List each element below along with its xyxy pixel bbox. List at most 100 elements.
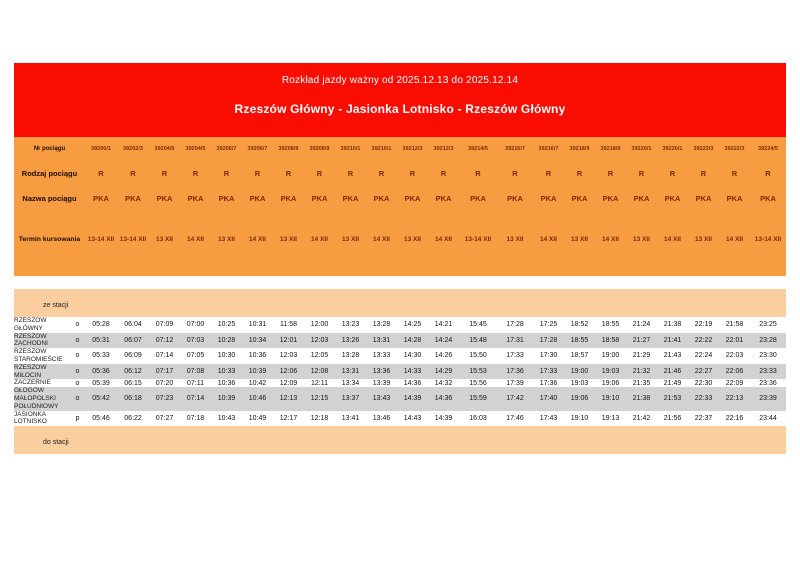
train-name-cell: PKA [564, 186, 595, 210]
time-cell: 17:42 [497, 387, 533, 411]
time-cell: 13:31 [366, 332, 397, 349]
train-type-cell: R [211, 161, 242, 186]
time-cell: 17:28 [533, 332, 564, 349]
train-number-label: Nr pociągu [14, 137, 85, 161]
run-dates-cell: 13-14 XII [459, 228, 497, 251]
train-name-cell: PKA [750, 186, 786, 210]
time-cell: 12:08 [304, 363, 335, 380]
train-number-cell: 39204/5 [180, 137, 211, 161]
time-cell: 19:10 [564, 410, 595, 427]
time-cell: 18:55 [595, 317, 626, 333]
time-cell: 10:28 [211, 332, 242, 349]
time-cell: 14:30 [397, 348, 428, 364]
spacer-cell [14, 251, 786, 276]
time-cell: 07:03 [180, 332, 211, 349]
time-cell: 12:18 [304, 410, 335, 427]
train-name-cell: PKA [149, 186, 180, 210]
train-name-cell: PKA [459, 186, 497, 210]
time-cell: 07:11 [180, 379, 211, 388]
run-dates-cell: 14 XII [657, 228, 688, 251]
time-cell: 22:19 [688, 317, 719, 333]
time-cell: 23:39 [750, 387, 786, 411]
stop-type-cell: o [70, 348, 85, 364]
time-cell: 06:04 [117, 317, 149, 333]
train-type-cell: R [397, 161, 428, 186]
run-dates-cell: 14 XII [719, 228, 750, 251]
time-cell: 22:16 [719, 410, 750, 427]
time-cell: 14:24 [428, 332, 459, 349]
time-cell: 14:21 [428, 317, 459, 333]
time-cell: 17:30 [533, 348, 564, 364]
train-name-cell: PKA [626, 186, 657, 210]
time-cell: 23:28 [750, 332, 786, 349]
time-cell: 12:03 [273, 348, 304, 364]
to-station-label: do stacji [43, 439, 69, 447]
time-cell: 23:33 [750, 363, 786, 380]
train-name-cell: PKA [428, 186, 459, 210]
to-station-band: do stacji [14, 426, 786, 455]
train-type-cell: R [564, 161, 595, 186]
time-cell: 07:00 [180, 317, 211, 333]
station-name: RZESZÓW ZACHODNI [14, 332, 70, 349]
time-cell: 13:34 [335, 379, 366, 388]
train-name-cell: PKA [397, 186, 428, 210]
time-cell: 10:46 [242, 387, 273, 411]
time-cell: 13:41 [335, 410, 366, 427]
time-cell: 14:29 [428, 363, 459, 380]
time-cell: 14:39 [428, 410, 459, 427]
time-cell: 14:43 [397, 410, 428, 427]
time-cell: 13:39 [366, 379, 397, 388]
train-type-cell: R [117, 161, 149, 186]
train-name-cell: PKA [533, 186, 564, 210]
time-cell: 14:28 [397, 332, 428, 349]
time-cell: 21:58 [719, 317, 750, 333]
time-cell: 15:56 [459, 379, 497, 388]
time-cell: 18:52 [564, 317, 595, 333]
time-cell: 23:25 [750, 317, 786, 333]
time-cell: 19:00 [595, 348, 626, 364]
time-cell: 17:39 [497, 379, 533, 388]
time-cell: 21:49 [657, 379, 688, 388]
time-cell: 12:17 [273, 410, 304, 427]
gap-row [14, 276, 786, 289]
time-cell: 13:23 [335, 317, 366, 333]
train-type-cell: R [180, 161, 211, 186]
train-number-cell: 39202/3 [117, 137, 149, 161]
time-cell: 22:37 [688, 410, 719, 427]
time-cell: 05:42 [85, 387, 117, 411]
train-number-cell: 39212/3 [428, 137, 459, 161]
gap-cell [14, 276, 786, 289]
time-cell: 16:03 [459, 410, 497, 427]
train-name-cell: PKA [366, 186, 397, 210]
time-cell: 07:20 [149, 379, 180, 388]
station-name: RZESZÓW MIŁOCIN [14, 363, 70, 380]
time-cell: 21:32 [626, 363, 657, 380]
time-cell: 19:06 [564, 387, 595, 411]
time-cell: 22:33 [688, 387, 719, 411]
time-cell: 12:13 [273, 387, 304, 411]
train-number-cell: 39206/7 [242, 137, 273, 161]
train-type-label: Rodzaj pociągu [14, 161, 85, 186]
train-number-cell: 39214/5 [459, 137, 497, 161]
time-cell: 22:13 [719, 387, 750, 411]
time-cell: 13:37 [335, 387, 366, 411]
time-cell: 22:06 [719, 363, 750, 380]
train-type-cell: R [750, 161, 786, 186]
train-name-cell: PKA [85, 186, 117, 210]
time-cell: 21:24 [626, 317, 657, 333]
spacer-row [14, 210, 786, 228]
train-number-cell: 39210/1 [335, 137, 366, 161]
station-name: RZESZÓW STAROMIEŚCIE [14, 348, 70, 364]
run-dates-cell: 13 XII [149, 228, 180, 251]
train-name-cell: PKA [304, 186, 335, 210]
train-type-cell: R [428, 161, 459, 186]
time-cell: 21:27 [626, 332, 657, 349]
info-row: Nr pociągu 39200/1 39202/3 39204/5 39204/5 39… [14, 137, 786, 161]
train-name-cell: PKA [335, 186, 366, 210]
train-number-cell: 39208/9 [304, 137, 335, 161]
time-cell: 17:31 [497, 332, 533, 349]
time-cell: 19:03 [595, 363, 626, 380]
time-cell: 14:39 [397, 387, 428, 411]
time-cell: 12:15 [304, 387, 335, 411]
train-type-cell: R [595, 161, 626, 186]
